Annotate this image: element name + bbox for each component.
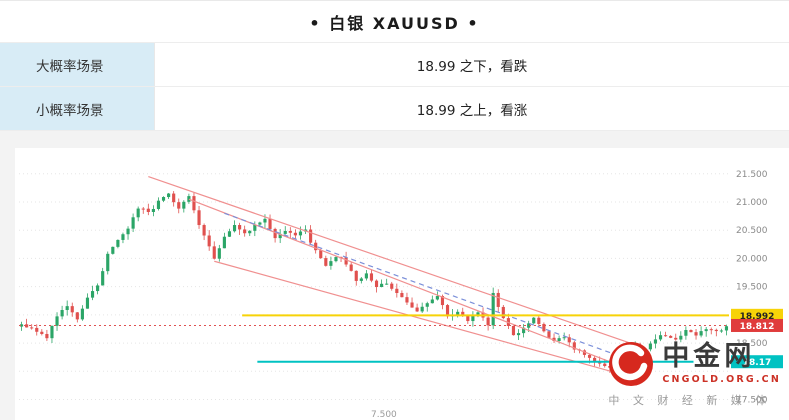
svg-text:19.500: 19.500 (736, 283, 768, 293)
cngold-logo-icon (608, 341, 654, 387)
trend-lines (148, 176, 631, 374)
table-row: 大概率场景 18.99 之下，看跌 (0, 43, 789, 87)
svg-text:20.000: 20.000 (736, 254, 768, 264)
site-domain: CNGOLD.ORG.CN (662, 373, 781, 385)
scenario-value-cell: 18.99 之下，看跌 (416, 58, 528, 75)
svg-text:18.992: 18.992 (740, 312, 775, 322)
price-axis: 21.500 21.000 20.500 20.000 19.500 18.500 17.5… (736, 170, 768, 406)
svg-text:21.000: 21.000 (736, 198, 768, 208)
scenario-label-cell: 小概率场景 (0, 87, 155, 130)
cngold-logo: 中金网 CNGOLD.ORG.CN 中 文 财 经 新 媒 体 (608, 341, 781, 408)
svg-text:18.17: 18.17 (743, 358, 771, 368)
chart-svg: 21.500 21.000 20.500 20.000 19.500 18.500 17.5… (19, 170, 783, 420)
table-row: 小概率场景 18.99 之上，看涨 (0, 87, 789, 131)
svg-text:17.500: 17.500 (736, 396, 768, 406)
candles (19, 191, 729, 373)
price-chart: 21.500 21.000 20.500 20.000 19.500 18.500 17.5… (15, 148, 789, 420)
site-tagline: 中 文 财 经 新 媒 体 (608, 394, 772, 407)
page-title: • 白银 XAUUSD • (0, 1, 789, 43)
clipped-axis-label: 7.500 (371, 410, 397, 420)
svg-text:18.500: 18.500 (736, 339, 768, 349)
scenario-panel: • 白银 XAUUSD • 大概率场景 18.99 之下，看跌 小概率场景 18… (0, 0, 789, 131)
site-name: 中金网 (662, 341, 756, 373)
scenario-label-cell: 大概率场景 (0, 43, 155, 86)
svg-text:18.812: 18.812 (740, 322, 775, 332)
svg-text:20.500: 20.500 (736, 226, 768, 236)
svg-text:21.500: 21.500 (736, 170, 768, 180)
scenario-value-cell: 18.99 之上，看涨 (416, 102, 528, 119)
